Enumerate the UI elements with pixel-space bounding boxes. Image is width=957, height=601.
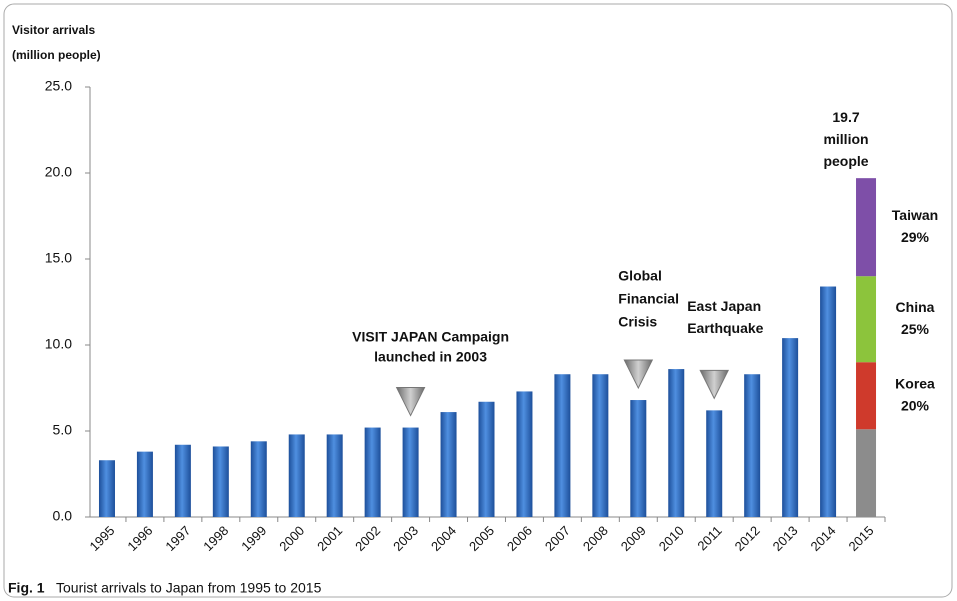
x-tick-label: 2006	[504, 523, 535, 554]
bar	[440, 412, 457, 517]
event-arrow	[395, 387, 426, 417]
y-tick-label: 10.0	[45, 336, 72, 352]
bar	[478, 401, 495, 517]
stack-segment	[856, 429, 877, 517]
x-tick-label: 2011	[694, 523, 724, 553]
y-tick-label: 15.0	[45, 250, 72, 266]
y-tick-label: 25.0	[45, 78, 72, 94]
segment-name: Taiwan	[892, 207, 938, 223]
x-tick-label: 2001	[314, 523, 345, 554]
total-label: 19.7	[832, 109, 859, 125]
annotation: East Japan	[687, 298, 761, 314]
segment-share: 25%	[901, 321, 930, 337]
bar	[744, 374, 761, 517]
bar	[630, 400, 647, 517]
bar	[136, 451, 153, 517]
x-tick-label: 1999	[238, 523, 269, 554]
bar	[782, 338, 799, 517]
bar	[668, 369, 685, 517]
bar	[364, 427, 381, 517]
bar	[288, 434, 305, 517]
bar	[516, 391, 533, 517]
segment-name: China	[896, 299, 935, 315]
segment-share: 29%	[901, 229, 930, 245]
annotation: VISIT JAPAN Campaign	[352, 328, 509, 344]
total-unit: people	[823, 153, 868, 169]
bar	[326, 434, 343, 517]
x-tick-label: 2013	[770, 523, 801, 554]
annotation: Earthquake	[687, 320, 763, 336]
bar	[592, 374, 609, 517]
stack-segment	[856, 178, 877, 277]
bar	[250, 441, 267, 517]
x-tick-label: 2009	[618, 523, 649, 554]
annotation: Financial	[618, 291, 679, 307]
event-arrow	[699, 369, 730, 400]
x-tick-label: 1995	[86, 523, 117, 554]
annotation: Global	[618, 268, 662, 284]
x-tick-label: 2014	[808, 523, 839, 554]
y-label: (million people)	[12, 48, 101, 62]
bar	[554, 374, 571, 517]
x-tick-label: 2003	[390, 523, 421, 554]
bar	[820, 286, 837, 517]
x-tick-label: 2015	[846, 523, 877, 554]
bar	[402, 427, 419, 517]
x-tick-label: 2000	[276, 523, 307, 554]
bar	[174, 444, 191, 517]
caption-label: Fig. 1	[8, 580, 45, 596]
stack-segment	[856, 276, 877, 363]
x-tick-label: 1998	[200, 523, 231, 554]
y-label: Visitor arrivals	[12, 23, 95, 37]
y-tick-label: 0.0	[53, 508, 73, 524]
frame	[3, 3, 953, 598]
x-tick-label: 2002	[352, 523, 383, 554]
x-tick-label: 1996	[124, 523, 155, 554]
bar	[98, 460, 115, 517]
x-tick-label: 2005	[466, 523, 497, 554]
total-unit: million	[823, 131, 868, 147]
x-tick-label: 2007	[542, 523, 573, 554]
stack-segment	[856, 362, 877, 430]
annotation: launched in 2003	[374, 348, 487, 364]
x-tick-label: 2010	[656, 523, 687, 554]
y-tick-label: 5.0	[53, 422, 73, 438]
caption-text: Tourist arrivals to Japan from 1995 to 2…	[56, 580, 322, 596]
annotation: Crisis	[618, 314, 657, 330]
x-tick-label: 2008	[580, 523, 611, 554]
bar	[212, 446, 229, 517]
y-tick-label: 20.0	[45, 164, 72, 180]
bar	[706, 410, 723, 517]
event-arrow	[623, 359, 654, 390]
segment-name: Korea	[895, 375, 935, 391]
x-tick-label: 2004	[428, 523, 459, 554]
segment-share: 20%	[901, 397, 930, 413]
x-tick-label: 2012	[732, 523, 763, 554]
x-tick-label: 1997	[162, 523, 193, 554]
